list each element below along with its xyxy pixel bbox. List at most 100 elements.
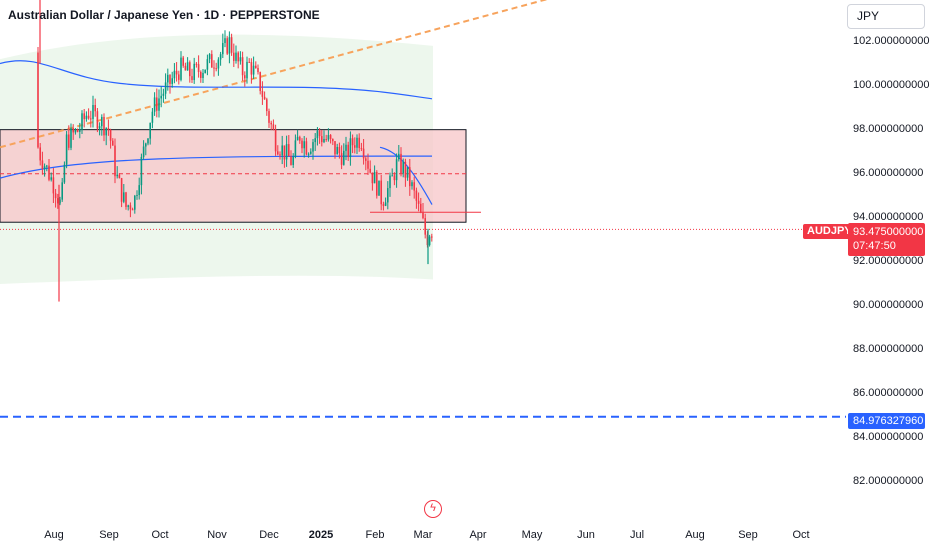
candle-body <box>371 172 374 184</box>
candle-body <box>281 145 283 156</box>
candle-body <box>404 161 407 178</box>
candle-body <box>164 82 167 94</box>
candle-body <box>101 116 103 127</box>
candle-body <box>173 70 176 79</box>
candle-body <box>411 182 413 187</box>
candle-body <box>76 129 79 132</box>
candle-body <box>114 145 116 177</box>
candle-body <box>270 122 272 125</box>
candle-body <box>321 136 323 143</box>
rectangle-zone <box>0 129 467 223</box>
candle-body <box>389 175 391 189</box>
candle-body <box>127 205 129 207</box>
flash-icon[interactable]: ϟ <box>424 500 442 518</box>
price-tick-label: 100.000000000 <box>853 78 930 91</box>
candle-body <box>125 192 127 207</box>
candle-body <box>68 134 70 148</box>
candle-body <box>204 69 206 73</box>
bar-countdown: 07:47:50 <box>853 240 896 252</box>
candle-body <box>182 57 184 66</box>
candle-body <box>160 95 162 99</box>
candle-body <box>48 165 50 180</box>
time-tick-label: Mar <box>413 529 433 541</box>
candle-body <box>59 199 61 204</box>
time-tick-label: Jul <box>629 529 645 541</box>
candle-body <box>63 164 66 183</box>
time-tick-label: Dec <box>259 529 279 541</box>
candle-body <box>175 70 178 75</box>
candle-body <box>120 178 123 202</box>
candle-body <box>72 128 74 133</box>
candle-body <box>219 54 222 60</box>
candle-body <box>285 144 288 160</box>
candle-body <box>65 134 68 165</box>
candle-body <box>39 147 41 161</box>
candle-body <box>162 93 165 96</box>
candle-body <box>87 115 90 119</box>
time-tick-label: May <box>521 529 543 541</box>
candle-body <box>327 135 330 140</box>
candle-body <box>142 146 145 157</box>
price-tick-label: 96.000000000 <box>853 166 924 179</box>
price-tick-label: 98.000000000 <box>853 122 924 135</box>
currency-selector[interactable]: JPY <box>847 4 925 29</box>
candle-body <box>235 52 237 61</box>
candle-body <box>367 160 369 169</box>
candle-body <box>246 61 248 79</box>
candle-body <box>257 67 259 73</box>
candle-body <box>393 175 396 181</box>
candle-body <box>266 99 268 112</box>
candle-body <box>305 141 308 155</box>
candle-body <box>153 97 156 112</box>
candle-body <box>118 174 121 179</box>
candle-body <box>107 128 110 131</box>
chart-title: Australian Dollar / Japanese Yen · 1D · … <box>8 8 320 22</box>
candle-body <box>178 74 180 80</box>
candle-body <box>406 167 409 178</box>
candle-body <box>90 118 92 120</box>
candle-body <box>184 65 187 71</box>
candle-body <box>224 38 226 44</box>
candle-body <box>415 190 418 201</box>
moving-average-short <box>379 146 433 205</box>
time-tick-label: Apr <box>469 529 487 541</box>
candle-body <box>112 140 114 146</box>
candle-body <box>288 144 290 157</box>
candle-body <box>345 144 347 151</box>
candle-body <box>116 174 118 177</box>
candle-body <box>158 98 160 111</box>
candle-body <box>402 161 404 174</box>
price-tick-label: 84.000000000 <box>853 431 924 444</box>
last-price-tag: 93.475000000 07:47:50 <box>848 223 925 256</box>
candle-body <box>301 140 303 149</box>
candle-body <box>400 153 402 174</box>
candle-body <box>54 193 57 199</box>
candle-body <box>294 140 297 157</box>
candle-body <box>193 63 195 81</box>
candle-body <box>420 203 422 213</box>
candle-body <box>140 156 143 186</box>
candle-body <box>98 126 101 129</box>
candle-body <box>151 111 154 123</box>
candle-body <box>189 62 191 77</box>
candle-body <box>261 90 264 97</box>
candle-body <box>43 166 46 169</box>
price-tick-label: 82.000000000 <box>853 475 924 488</box>
price-tick-label: 86.000000000 <box>853 387 924 400</box>
candle-body <box>332 138 334 142</box>
candle-body <box>186 62 189 71</box>
candle-body <box>46 165 48 167</box>
candle-body <box>109 130 112 141</box>
candle-body <box>395 159 398 181</box>
candle-body <box>195 63 198 65</box>
candle-body <box>149 122 151 139</box>
candle-body <box>228 37 231 54</box>
candle-body <box>156 97 158 111</box>
candle-body <box>241 57 244 76</box>
time-tick-label: Aug <box>685 529 705 541</box>
price-tick-label: 102.000000000 <box>853 34 930 47</box>
candle-body <box>380 180 382 205</box>
candle-body <box>70 128 72 148</box>
candle-body <box>365 158 367 161</box>
